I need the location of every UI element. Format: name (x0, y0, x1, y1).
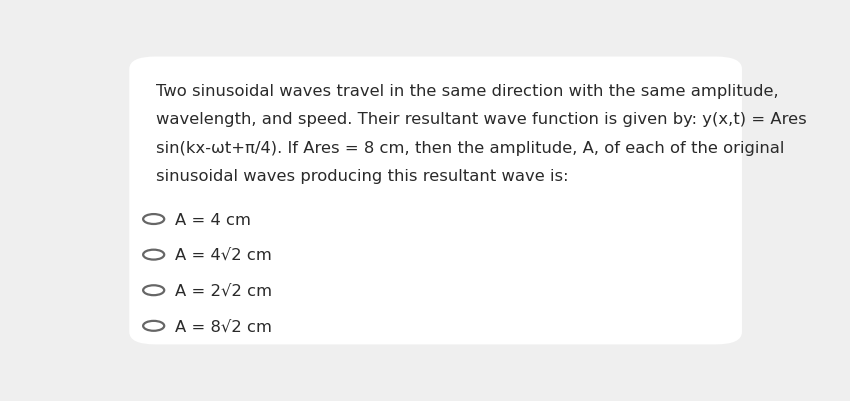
Text: A = 8√2 cm: A = 8√2 cm (175, 318, 272, 334)
Text: Two sinusoidal waves travel in the same direction with the same amplitude,: Two sinusoidal waves travel in the same … (156, 84, 779, 99)
Text: wavelength, and speed. Their resultant wave function is given by: y(x,t) = Ares: wavelength, and speed. Their resultant w… (156, 112, 807, 127)
Circle shape (143, 321, 164, 331)
Circle shape (143, 250, 164, 260)
Circle shape (143, 215, 164, 225)
Circle shape (143, 286, 164, 296)
Text: A = 4 cm: A = 4 cm (175, 212, 252, 227)
FancyBboxPatch shape (129, 57, 742, 344)
Text: sin(kx-ωt+π/4). If Ares = 8 cm, then the amplitude, A, of each of the original: sin(kx-ωt+π/4). If Ares = 8 cm, then the… (156, 140, 784, 156)
Text: sinusoidal waves producing this resultant wave is:: sinusoidal waves producing this resultan… (156, 169, 568, 184)
Text: A = 2√2 cm: A = 2√2 cm (175, 283, 273, 298)
Text: A = 4√2 cm: A = 4√2 cm (175, 247, 272, 263)
